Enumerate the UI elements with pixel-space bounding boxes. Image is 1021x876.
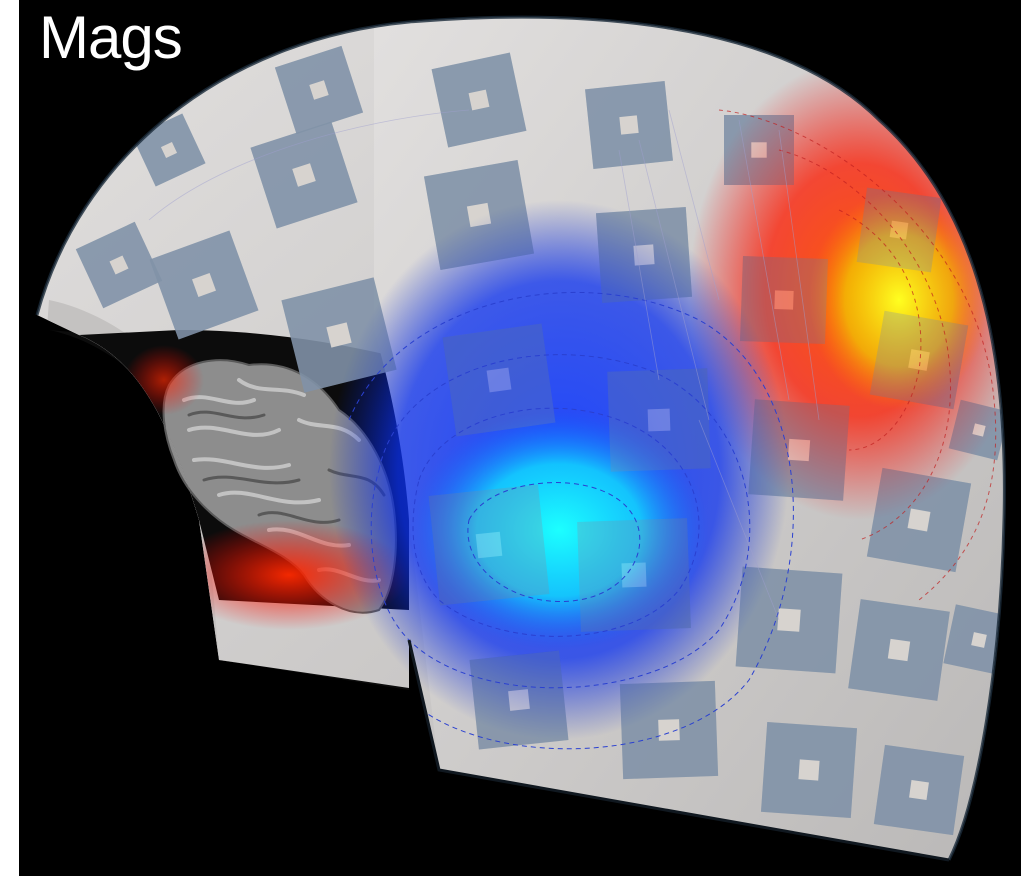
sensor-square — [585, 81, 673, 169]
sensor-square — [577, 518, 691, 632]
sensor-square — [274, 45, 364, 135]
field-contours — [348, 291, 794, 750]
sensor-square — [740, 256, 828, 344]
sensor-square — [848, 599, 950, 701]
visualization-viewport: Mags — [19, 0, 1021, 876]
helmet-topography-svg — [35, 15, 1006, 862]
sensor-square — [149, 230, 259, 340]
field-peak-region — [809, 190, 989, 410]
sensor-square — [75, 221, 163, 309]
sensor-square — [274, 45, 364, 135]
sensor-square — [607, 368, 711, 472]
sensor-square — [585, 81, 673, 169]
sensor-square — [735, 566, 843, 674]
sensor-square — [75, 221, 163, 309]
sensor-square — [948, 399, 1005, 461]
sensor-square — [469, 650, 569, 750]
sensor-square — [149, 230, 259, 340]
sensor-square — [873, 744, 965, 836]
sensor-square — [619, 680, 719, 780]
sensor-square — [748, 399, 850, 501]
sensor-square — [869, 310, 969, 410]
sensor-square — [281, 277, 397, 393]
sensor-square — [866, 467, 972, 573]
sensor-square — [423, 159, 535, 271]
sensor-array-overlay — [75, 45, 1005, 836]
figure-label: Mags — [39, 4, 183, 71]
sensor-square — [250, 121, 358, 229]
sensor-square — [250, 121, 358, 229]
field-minimum-region — [409, 410, 709, 650]
sensor-square — [431, 52, 527, 148]
sensor-square — [856, 187, 942, 273]
sensor-square — [943, 604, 1005, 676]
sensor-square — [848, 599, 950, 701]
sensor-square — [724, 115, 794, 185]
sensor-square — [442, 323, 556, 437]
sensor-square — [760, 721, 858, 819]
sensor-square — [428, 484, 550, 606]
sensor-square — [595, 206, 693, 304]
sensor-square — [873, 744, 965, 836]
sensor-square — [760, 721, 858, 819]
sensor-square — [431, 52, 527, 148]
